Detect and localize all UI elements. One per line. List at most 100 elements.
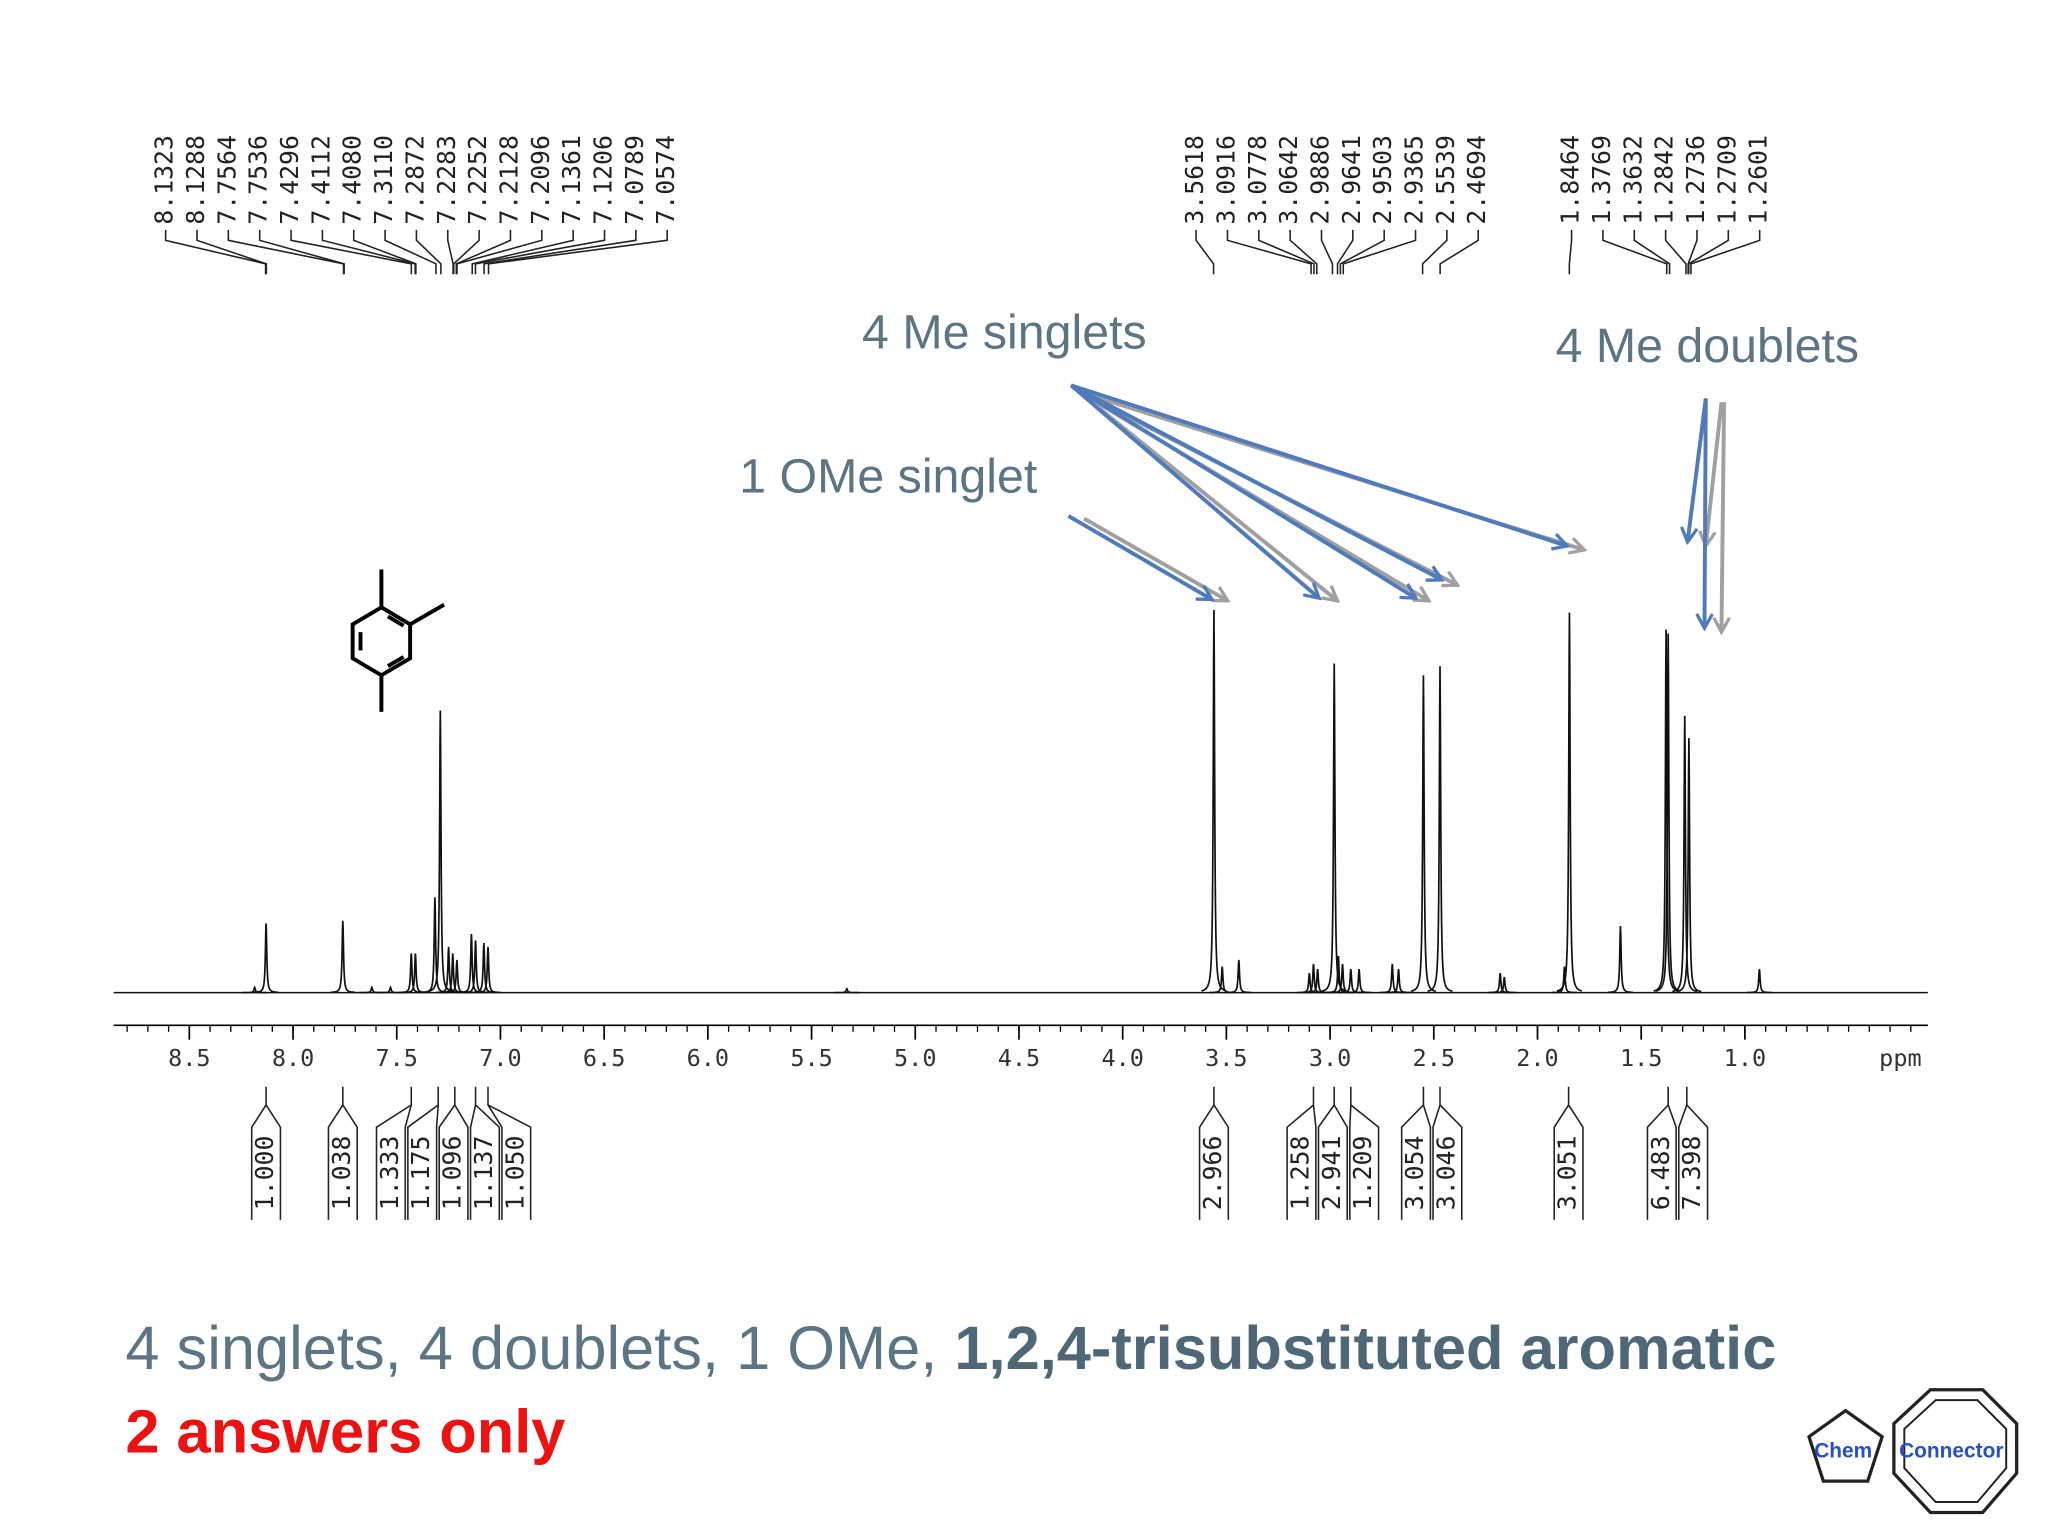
peak xyxy=(1607,926,1633,994)
peak xyxy=(1427,666,1453,993)
peak-label: 7.0574 xyxy=(651,135,680,225)
peak-label: 7.2872 xyxy=(400,135,429,225)
x-tick-label: 7.0 xyxy=(479,1044,521,1072)
peak-label: 3.0916 xyxy=(1211,135,1240,225)
peak-connector xyxy=(452,229,480,275)
peak-label: 8.1323 xyxy=(150,135,179,225)
integral-bracket xyxy=(1317,1086,1348,1220)
integral-label: 1.209 xyxy=(1348,1136,1377,1211)
integral-bracket xyxy=(375,1086,413,1220)
peak xyxy=(330,920,356,994)
integral-label: 3.046 xyxy=(1431,1136,1460,1211)
peak xyxy=(427,710,453,993)
integral-label: 2.941 xyxy=(1317,1136,1346,1211)
integral-label: 3.051 xyxy=(1553,1136,1582,1211)
peak xyxy=(1201,609,1227,992)
peak-label: 7.1206 xyxy=(589,135,618,225)
integral-bracket xyxy=(1678,1086,1709,1220)
peak-label: 1.3769 xyxy=(1587,135,1616,225)
integral-bracket xyxy=(1349,1086,1380,1220)
x-tick-label: 6.0 xyxy=(687,1044,729,1072)
peak xyxy=(1672,715,1698,993)
peak-connector xyxy=(352,229,417,275)
integral-label: 1.096 xyxy=(438,1136,467,1211)
integral-bracket xyxy=(1432,1086,1463,1220)
peak-connector xyxy=(471,229,574,275)
spectrum: 8.5 8.0 7.5 7.0 6.5 6.0 5.5 5.0 4.5 4.0 3.5 3.0 2.5 2… xyxy=(113,135,1928,1220)
peak-label: 7.2096 xyxy=(526,135,555,225)
integral-bracket xyxy=(1198,1086,1230,1220)
peak-label: 7.4112 xyxy=(306,135,335,225)
peak-connector xyxy=(1568,229,1573,275)
peak-connector xyxy=(1439,229,1480,275)
x-tick-label: 1.0 xyxy=(1724,1044,1766,1072)
peak xyxy=(1676,737,1702,993)
x-tick-label: 8.5 xyxy=(168,1044,210,1072)
peak-label: 1.2601 xyxy=(1744,135,1773,225)
peak xyxy=(1386,969,1411,994)
peak-label: 2.9503 xyxy=(1368,135,1397,225)
peak-connector xyxy=(487,229,668,275)
summary-text: 4 singlets, 4 doublets, 1 OMe, xyxy=(125,1314,954,1383)
peak xyxy=(475,946,501,994)
peak xyxy=(834,987,860,994)
integral-bracket xyxy=(469,1086,501,1220)
answer-note: 2 answers only xyxy=(125,1397,565,1466)
peak xyxy=(378,985,403,994)
integral-label: 1.038 xyxy=(327,1136,356,1211)
peak-connector xyxy=(415,229,442,275)
peak-connector xyxy=(384,229,437,275)
integral-bracket xyxy=(1286,1086,1317,1220)
integral-label: 1.050 xyxy=(500,1136,529,1211)
peak xyxy=(1491,976,1517,994)
integral-label: 1.175 xyxy=(406,1136,435,1211)
molecule xyxy=(350,569,446,712)
peak-label: 3.0778 xyxy=(1243,135,1272,225)
peak-connector xyxy=(1336,229,1354,275)
integral-bracket xyxy=(327,1086,358,1220)
x-tick-label: 3.5 xyxy=(1205,1044,1247,1072)
summary-bold: 1,2,4-trisubstituted aromatic xyxy=(954,1314,1776,1383)
peak-label: 7.2128 xyxy=(494,135,523,225)
x-tick-label: 4.0 xyxy=(1101,1044,1143,1072)
peak xyxy=(1321,663,1347,993)
peak-label: 7.4296 xyxy=(275,135,304,225)
peak-connector xyxy=(1687,229,1730,275)
peak xyxy=(1226,959,1252,994)
integral-label: 3.054 xyxy=(1400,1136,1429,1211)
peak-label: 3.5618 xyxy=(1180,135,1209,225)
peak-connector xyxy=(196,229,268,275)
integral-label: 1.000 xyxy=(250,1136,279,1211)
peak-connector xyxy=(1195,229,1215,275)
summary-line: 4 singlets, 4 doublets, 1 OMe, 1,2,4-tri… xyxy=(125,1314,1776,1383)
integral-label: 1.137 xyxy=(469,1136,498,1211)
peak-label: 7.3110 xyxy=(369,135,398,225)
peak-connector xyxy=(1421,229,1448,275)
peak-label: 1.2842 xyxy=(1650,135,1679,225)
peak-label: 1.8464 xyxy=(1556,135,1585,225)
peak-connector xyxy=(1342,229,1417,275)
x-tick-label: 5.5 xyxy=(790,1044,832,1072)
peak-label: 3.0642 xyxy=(1274,135,1303,225)
peak-connector xyxy=(474,229,606,275)
x-tick-label: 2.5 xyxy=(1413,1044,1455,1072)
peak-connector xyxy=(1258,229,1315,275)
annotation: 4 Me doublets xyxy=(1556,319,1860,373)
integral-bracket xyxy=(1400,1086,1432,1220)
peak-connector xyxy=(1226,229,1312,275)
peak-connector xyxy=(1289,229,1318,275)
peak-connector xyxy=(290,229,413,275)
peak-label: 2.4694 xyxy=(1462,135,1491,225)
x-tick-label: 6.5 xyxy=(583,1044,625,1072)
peak-label: 7.0789 xyxy=(620,135,649,225)
peak xyxy=(253,923,279,994)
peak-label: 7.2283 xyxy=(432,135,461,225)
x-tick-label: 5.0 xyxy=(894,1044,936,1072)
integral-label: 2.966 xyxy=(1198,1136,1227,1211)
integral-bracket xyxy=(407,1086,440,1220)
peak-connector xyxy=(1320,229,1334,275)
peak-label: 1.3632 xyxy=(1618,135,1647,225)
peak-connector xyxy=(1339,229,1385,275)
peak-label: 7.4080 xyxy=(338,135,367,225)
